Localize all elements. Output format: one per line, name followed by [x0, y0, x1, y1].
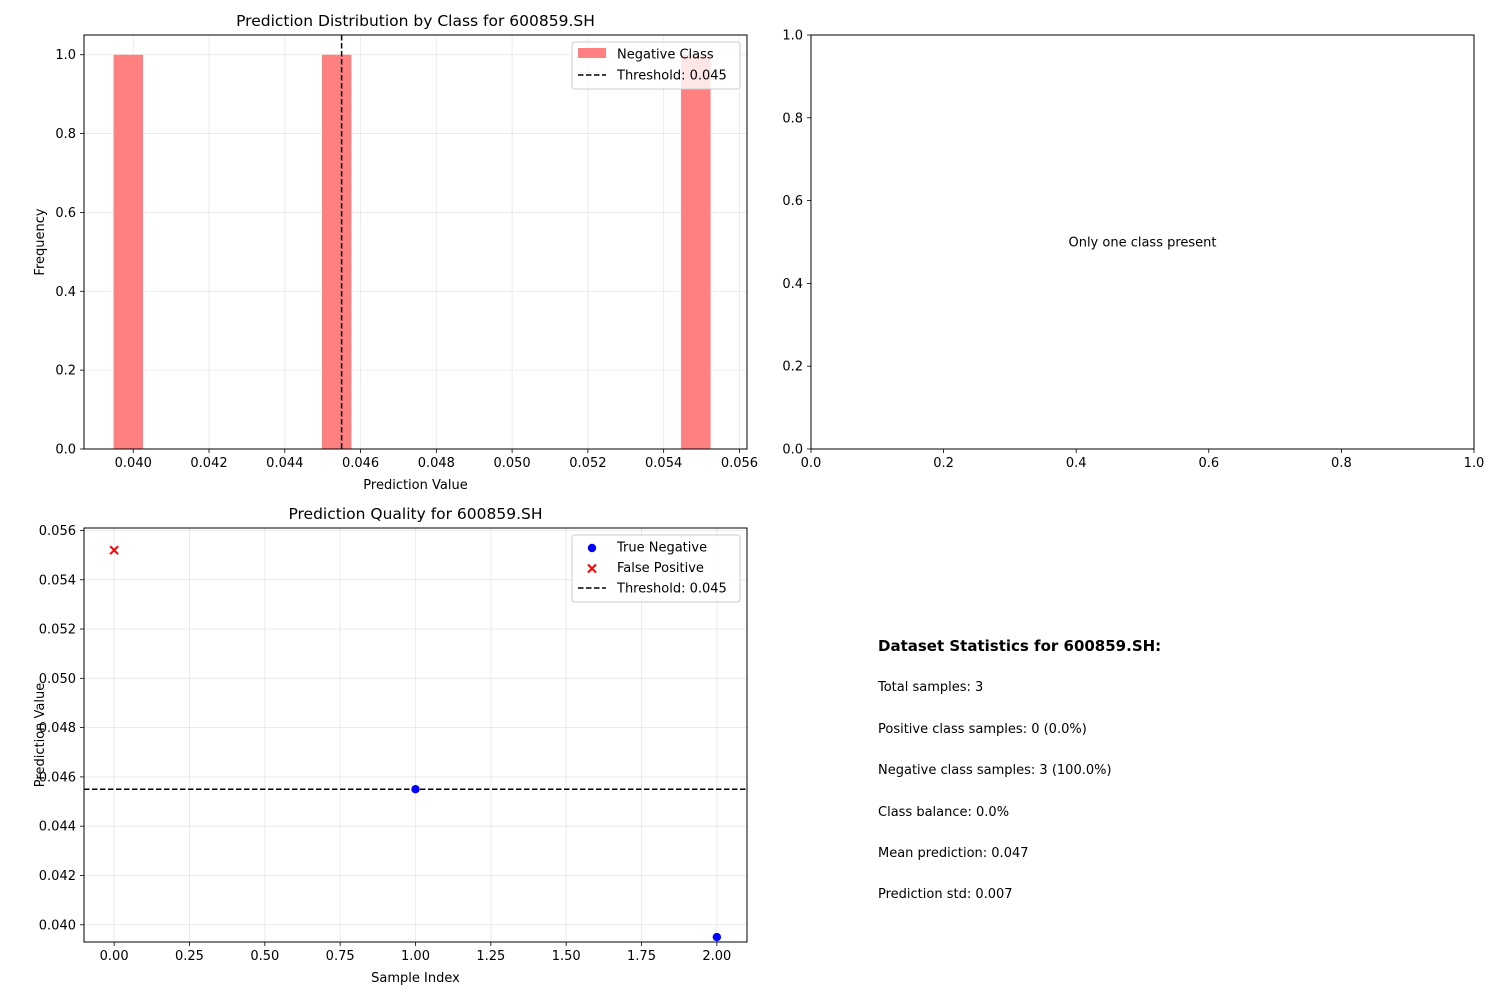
quality-x-tick-label: 1.75 — [627, 949, 656, 964]
quality-x-tick-label: 0.50 — [250, 949, 279, 964]
quality-y-tick-label: 0.048 — [39, 721, 76, 736]
single-class-annotation: Only one class present — [1068, 236, 1216, 251]
quality-y-tick-label: 0.052 — [39, 623, 76, 638]
quality-x-tick-label: 1.25 — [476, 949, 505, 964]
quality-x-tick-label: 1.50 — [552, 949, 581, 964]
hist-x-axis-label: Prediction Value — [363, 478, 467, 493]
hist-x-tick-label: 0.046 — [342, 456, 379, 471]
hist-x-tick-label: 0.048 — [418, 456, 455, 471]
hist-title: Prediction Distribution by Class for 600… — [236, 12, 595, 30]
empty-x-tick-label: 0.4 — [1066, 456, 1087, 471]
quality-y-tick-label: 0.050 — [39, 672, 76, 687]
hist-frame — [83, 34, 748, 450]
hist-legend-swatch-negative — [578, 48, 606, 58]
dataset-statistics-panel: Dataset Statistics for 600859.SH: Total … — [878, 636, 1162, 902]
hist-x-tick-label: 0.056 — [721, 456, 758, 471]
hist-x-tick-label: 0.044 — [266, 456, 303, 471]
empty-y-tick-label: 0.4 — [782, 277, 803, 292]
histogram-bar — [681, 54, 711, 449]
hist-y-tick-label: 0.2 — [55, 364, 76, 379]
empty-frame — [810, 34, 1475, 450]
empty-x-tick-label: 0.6 — [1198, 456, 1219, 471]
empty-x-tick-label: 0.2 — [933, 456, 954, 471]
quality-x-tick-label: 0.75 — [326, 949, 355, 964]
quality-legend-marker-false-positive — [587, 563, 597, 574]
quality-y-tick-label: 0.054 — [39, 573, 76, 588]
stats-negative-samples: Negative class samples: 3 (100.0%) — [878, 763, 1112, 778]
hist-x-tick-label: 0.052 — [569, 456, 606, 471]
empty-y-tick-label: 0.0 — [782, 443, 803, 458]
quality-frame — [83, 527, 748, 943]
quality-x-tick-label: 0.25 — [175, 949, 204, 964]
empty-y-tick-label: 0.2 — [782, 360, 803, 375]
quality-x-tick-label: 0.00 — [100, 949, 129, 964]
quality-legend-marker-true-negative — [587, 543, 597, 553]
hist-x-tick-label: 0.042 — [190, 456, 227, 471]
empty-x-tick-label: 0.8 — [1331, 456, 1352, 471]
stats-class-balance: Class balance: 0.0% — [878, 805, 1010, 820]
quality-legend-label-threshold: Threshold: 0.045 — [616, 582, 727, 597]
stats-title: Dataset Statistics for 600859.SH: — [878, 637, 1162, 655]
false-positive-point — [109, 545, 119, 555]
quality-y-tick-label: 0.042 — [39, 869, 76, 884]
quality-y-tick-label: 0.056 — [39, 524, 76, 539]
empty-y-tick-label: 0.8 — [782, 111, 803, 126]
quality-y-axis-label: Prediction Value — [33, 683, 48, 787]
hist-y-tick-label: 0.8 — [55, 127, 76, 142]
stats-mean-prediction: Mean prediction: 0.047 — [878, 846, 1029, 861]
hist-y-tick-label: 0.4 — [55, 285, 76, 300]
true-negative-point — [712, 932, 722, 942]
hist-x-tick-label: 0.040 — [115, 456, 152, 471]
quality-legend-label-false-positive: False Positive — [617, 561, 704, 576]
hist-legend-box — [571, 41, 741, 90]
quality-x-axis-label: Sample Index — [371, 971, 460, 986]
quality-y-tick-label: 0.046 — [39, 770, 76, 785]
true-negative-point — [411, 785, 420, 794]
hist-x-tick-label: 0.054 — [645, 456, 682, 471]
quality-x-tick-label: 1.00 — [401, 949, 430, 964]
quality-legend-box — [571, 534, 741, 603]
histogram-bar — [113, 54, 144, 449]
hist-legend-label-threshold: Threshold: 0.045 — [616, 69, 727, 84]
stats-positive-samples: Positive class samples: 0 (0.0%) — [878, 722, 1087, 737]
stats-total-samples: Total samples: 3 — [878, 680, 984, 695]
histogram-bar — [321, 54, 352, 449]
empty-x-tick-label: 0.0 — [801, 456, 822, 471]
quality-x-tick-label: 2.00 — [702, 949, 731, 964]
quality-legend-label-true-negative: True Negative — [616, 541, 707, 556]
hist-y-tick-label: 1.0 — [55, 48, 76, 63]
hist-legend-label-negative: Negative Class — [617, 48, 714, 63]
hist-y-tick-label: 0.0 — [55, 443, 76, 458]
quality-y-tick-label: 0.040 — [39, 918, 76, 933]
empty-y-tick-label: 1.0 — [782, 29, 803, 44]
empty-y-tick-label: 0.6 — [782, 194, 803, 209]
hist-x-tick-label: 0.050 — [493, 456, 530, 471]
hist-y-axis-label: Frequency — [33, 208, 48, 275]
quality-y-tick-label: 0.044 — [39, 820, 76, 835]
hist-y-tick-label: 0.6 — [55, 206, 76, 221]
stats-prediction-std: Prediction std: 0.007 — [878, 887, 1013, 902]
empty-x-tick-label: 1.0 — [1464, 456, 1485, 471]
quality-title: Prediction Quality for 600859.SH — [288, 505, 542, 523]
